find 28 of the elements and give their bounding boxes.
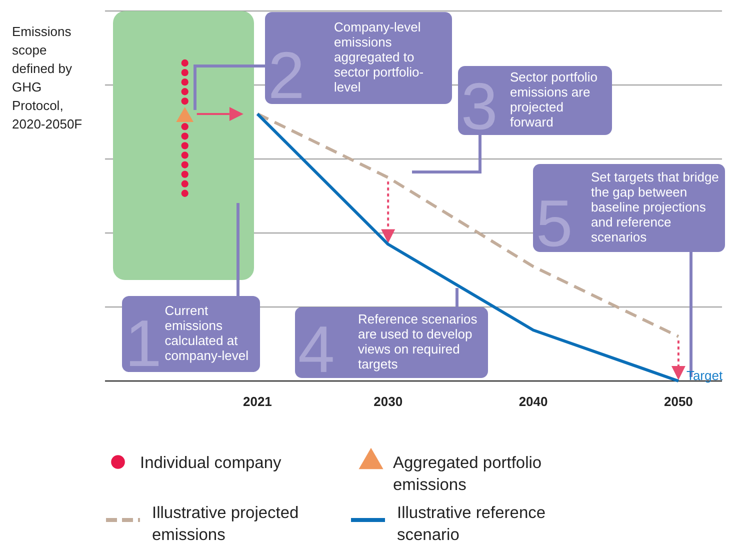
point bbox=[181, 98, 188, 105]
point bbox=[181, 88, 188, 96]
legend-label: Aggregated portfolio emissions bbox=[393, 454, 542, 494]
x-tick-label: 2050 bbox=[664, 394, 693, 410]
point bbox=[181, 152, 188, 159]
x-tick-label: 2030 bbox=[374, 394, 403, 410]
x-tick-label: 2040 bbox=[518, 394, 548, 410]
annotation: Reference scenarios are used to develop views on required targets bbox=[358, 312, 478, 372]
legend-label: Illustrative projected emissions bbox=[152, 504, 299, 544]
annotation: Current emissions calculated at company-level bbox=[164, 303, 249, 363]
point bbox=[181, 59, 188, 67]
point bbox=[181, 78, 188, 86]
legend-label: Individual company bbox=[140, 454, 282, 472]
point bbox=[181, 132, 188, 140]
annotation: Sector portfolio emissions are projected forward bbox=[510, 70, 598, 130]
annotation: Company-level emissions aggregated to sector portfolio-level bbox=[334, 20, 424, 94]
y-axis-title: Emissions scope defined by GHG Protocol, 2020-2050F bbox=[12, 24, 82, 132]
annotation: Target bbox=[686, 368, 723, 383]
point bbox=[181, 161, 188, 168]
x-tick-label: 2021 bbox=[242, 394, 272, 410]
point bbox=[181, 180, 188, 188]
point bbox=[181, 170, 188, 178]
point bbox=[181, 68, 188, 76]
annotation: Set targets that bridge the gap between baseline projections and reference scenarios bbox=[591, 170, 719, 244]
point bbox=[181, 123, 188, 130]
legend-label: Illustrative reference scenario bbox=[397, 504, 546, 544]
point bbox=[181, 190, 188, 197]
point bbox=[181, 142, 188, 150]
